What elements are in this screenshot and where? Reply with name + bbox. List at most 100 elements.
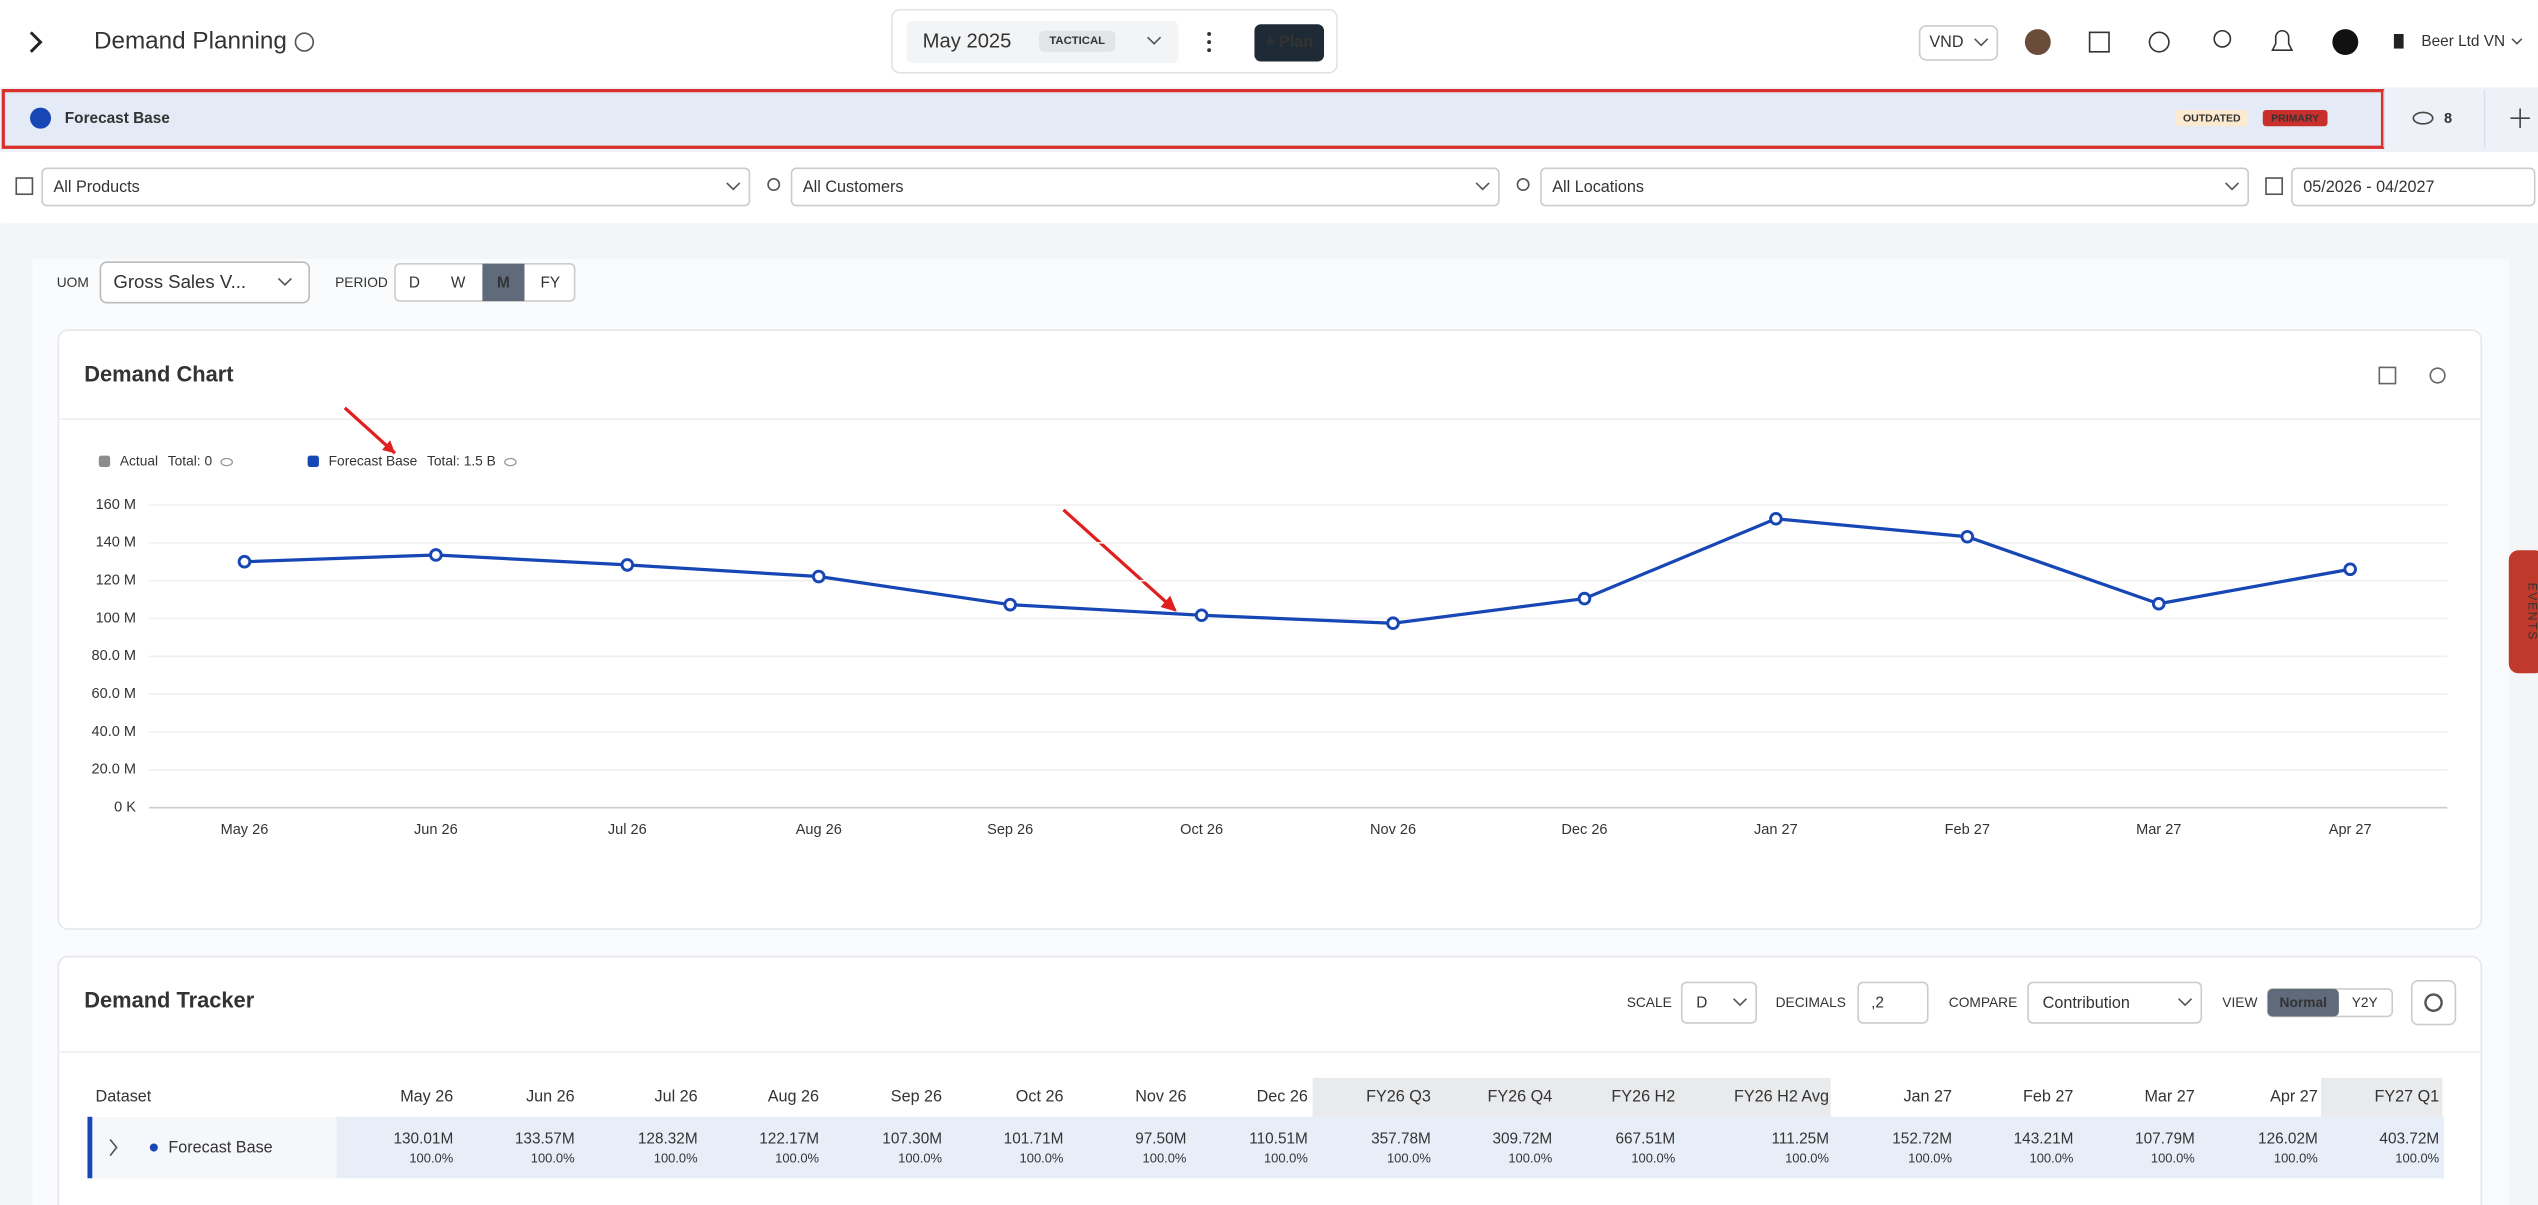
decimals: ,2 — [1871, 995, 1884, 1012]
cell-share: 100.0% — [2395, 1150, 2439, 1165]
x-tick-label: May 26 — [221, 822, 269, 838]
uom: Gross Sales V... — [113, 271, 246, 292]
cell-share: 100.0% — [1508, 1150, 1552, 1165]
data-point[interactable] — [620, 558, 635, 572]
view-option: Normal — [2280, 995, 2327, 1010]
row-name: Forecast Base — [168, 1139, 272, 1157]
col-header: Aug 26 — [768, 1088, 819, 1106]
user-icon[interactable] — [2332, 29, 2359, 56]
scale-select[interactable] — [1680, 981, 1757, 1024]
compare: Contribution — [2043, 994, 2130, 1012]
data-point[interactable] — [2151, 596, 2166, 611]
avatar[interactable] — [2024, 29, 2051, 56]
currency-select[interactable] — [1918, 25, 1999, 61]
cell-share: 100.0% — [1264, 1150, 1308, 1165]
cell-value: 143.21M — [2014, 1131, 2074, 1148]
customers-select[interactable] — [790, 167, 1500, 207]
row-dot — [149, 1143, 158, 1152]
y-tick-label: 20.0 M — [92, 762, 136, 778]
data-point[interactable] — [1386, 616, 1400, 631]
data-point[interactable] — [1194, 608, 1209, 623]
chevrons — [1732, 998, 2193, 1007]
cell-share: 100.0% — [654, 1150, 698, 1165]
col-header: Jun 26 — [526, 1088, 575, 1106]
legend-eye[interactable] — [504, 457, 517, 467]
hide-icon[interactable] — [2412, 111, 2434, 125]
plan-label: + Plan — [1265, 33, 1313, 51]
add-icon[interactable] — [2510, 108, 2530, 128]
bell-icon[interactable] — [2271, 29, 2294, 51]
filter: All Products — [53, 178, 139, 196]
period-option: FY — [541, 274, 561, 291]
period-option: W — [451, 274, 466, 291]
settings-button[interactable] — [2410, 980, 2457, 1026]
locations-select[interactable] — [1540, 167, 2250, 207]
location-icon — [1516, 178, 1530, 191]
data-point[interactable] — [1577, 591, 1592, 606]
label: PERIOD — [335, 275, 388, 290]
cell-share: 100.0% — [1387, 1150, 1431, 1165]
y-tick-label: 100 M — [96, 610, 136, 626]
events-tab[interactable] — [2508, 550, 2538, 674]
legend-swatch — [307, 455, 319, 467]
col-header: FY26 H2 Avg — [1734, 1088, 1829, 1106]
data-point[interactable] — [811, 569, 826, 584]
cell-share: 100.0% — [2274, 1150, 2318, 1165]
scenario-dot — [30, 107, 52, 129]
col-header: May 26 — [400, 1088, 453, 1106]
legend-name: Forecast Base — [329, 454, 418, 469]
col-header: FY26 Q3 — [1366, 1088, 1431, 1106]
cell-share: 100.0% — [1020, 1150, 1064, 1165]
legend-total: Total: 1.5 B — [427, 454, 496, 469]
header-shade — [1312, 1077, 1831, 1117]
uom-select[interactable] — [99, 261, 311, 304]
products-select[interactable] — [41, 167, 751, 207]
cell-share: 100.0% — [1785, 1150, 1829, 1165]
col-header: FY26 Q4 — [1488, 1088, 1553, 1106]
dot — [1207, 48, 1212, 53]
data-point[interactable] — [429, 548, 443, 562]
expand-icon[interactable] — [29, 31, 43, 53]
row-expand[interactable] — [109, 1138, 118, 1157]
date-select[interactable] — [2291, 167, 2536, 207]
col-header: FY26 H2 — [1611, 1088, 1675, 1106]
cell-share: 100.0% — [2030, 1150, 2074, 1165]
cell-value: 667.51M — [1615, 1131, 1675, 1148]
help-icon[interactable] — [294, 32, 315, 52]
company-icon — [2393, 33, 2404, 49]
compare-select[interactable] — [2027, 981, 2203, 1024]
events-label: EVENTS — [2525, 583, 2538, 641]
annotation-arrow — [1062, 508, 1177, 612]
cell-share: 100.0% — [531, 1150, 575, 1165]
data-point[interactable] — [237, 554, 252, 569]
plan-button[interactable] — [1254, 24, 1325, 62]
col-header: Sep 26 — [891, 1088, 942, 1106]
x-tick-label: Sep 26 — [987, 822, 1033, 838]
arrow-head — [382, 440, 395, 454]
idea-icon[interactable] — [2213, 29, 2232, 48]
fullscreen-icon[interactable] — [2378, 366, 2397, 385]
data-point[interactable] — [1769, 511, 1783, 526]
chevron — [1974, 38, 1989, 47]
data-point[interactable] — [2343, 562, 2357, 577]
data-point[interactable] — [1960, 529, 1975, 544]
legend-eye[interactable] — [220, 457, 233, 467]
org-icon[interactable] — [2148, 31, 2170, 53]
decimals-input[interactable] — [1857, 981, 1929, 1024]
legend-total: Total: 0 — [168, 454, 213, 469]
x-tick-label: Apr 27 — [2329, 822, 2372, 838]
line-series — [244, 517, 2351, 625]
map-icon[interactable] — [2088, 31, 2110, 53]
x-tick-label: Mar 27 — [2136, 822, 2181, 838]
label: SCALE — [1627, 995, 1672, 1010]
col-header: Apr 27 — [2270, 1088, 2318, 1106]
chart-title: Demand Chart — [84, 361, 233, 386]
page-title: Demand Planning — [94, 27, 287, 54]
x-tick-label: Oct 26 — [1180, 822, 1223, 838]
dot — [1207, 32, 1212, 36]
label: UOM — [57, 275, 89, 290]
refresh-icon[interactable] — [2429, 367, 2446, 384]
data-point[interactable] — [1003, 597, 1017, 612]
scale: D — [1696, 995, 1707, 1012]
cell-value: 128.32M — [638, 1131, 698, 1148]
